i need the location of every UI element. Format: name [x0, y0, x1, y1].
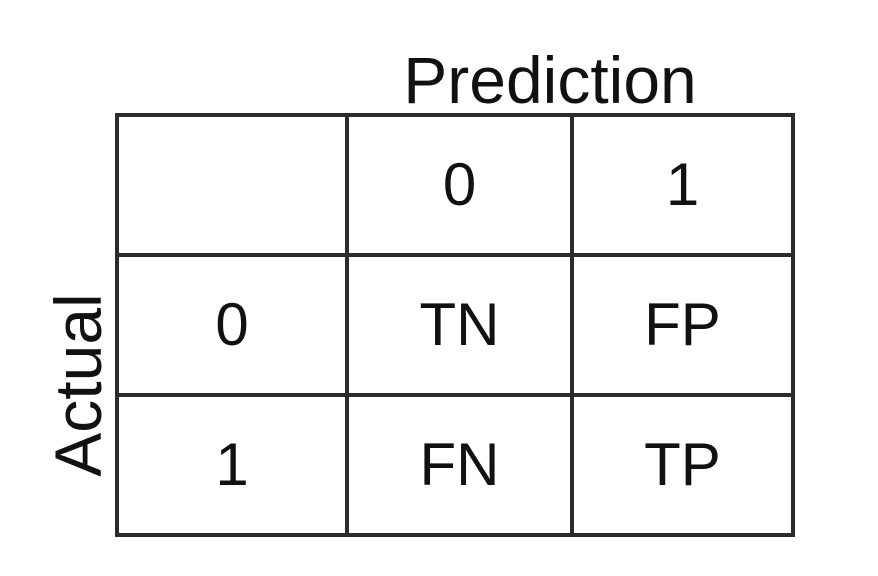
matrix-header-row: 0 1 [115, 113, 795, 257]
confusion-matrix-table: 0 1 0 TN FP 1 FN TP [115, 113, 795, 537]
matrix-row-actual-1: 1 FN TP [115, 393, 795, 537]
cell-false-positive: FP [570, 253, 795, 397]
row-header-actual-1: 1 [115, 393, 349, 537]
cell-false-negative: FN [345, 393, 574, 537]
column-header-prediction-1: 1 [570, 113, 795, 257]
actual-axis-label: Actual [41, 293, 115, 477]
cell-true-negative: TN [345, 253, 574, 397]
cell-true-positive: TP [570, 393, 795, 537]
prediction-axis-label: Prediction [403, 43, 697, 117]
row-header-actual-0: 0 [115, 253, 349, 397]
matrix-corner-cell [115, 113, 349, 257]
column-header-prediction-0: 0 [345, 113, 574, 257]
matrix-row-actual-0: 0 TN FP [115, 253, 795, 397]
